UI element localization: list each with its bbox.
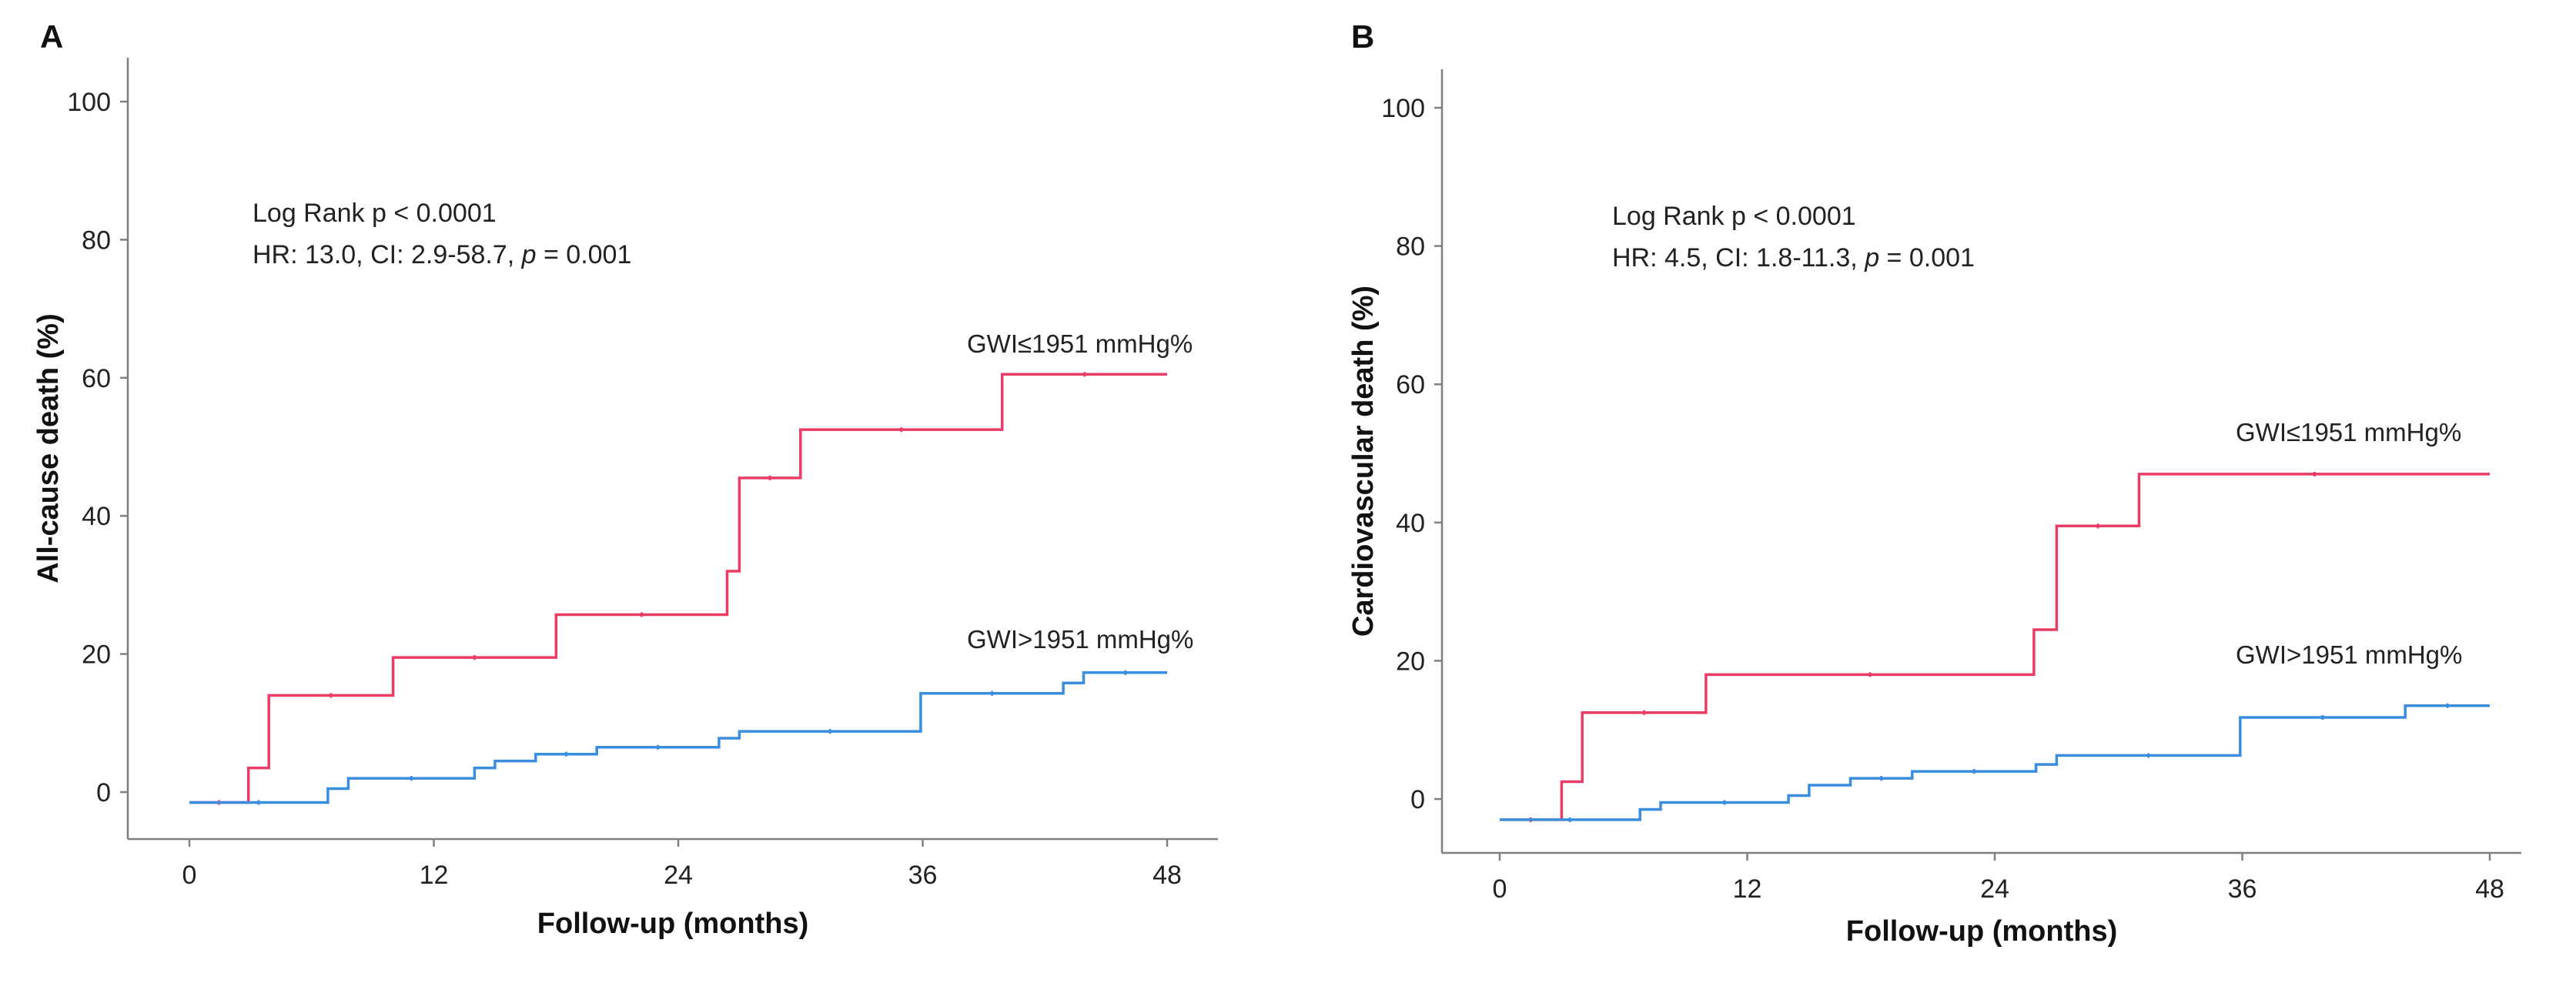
x-tick-label: 36: [908, 861, 938, 890]
log-rank-annotation: Log Rank p < 0.0001: [253, 199, 497, 228]
x-tick-label: 36: [2228, 874, 2257, 904]
y-tick-label: 60: [82, 364, 111, 393]
series-label-low-gwi: GWI≤1951 mmHg%: [2236, 418, 2461, 446]
y-tick-label: 40: [82, 502, 111, 531]
series-label-low-gwi: GWI≤1951 mmHg%: [967, 329, 1193, 358]
hr-ci-text: HR: 4.5, CI: 1.8-11.3,: [1612, 243, 1865, 272]
y-tick-label: 80: [82, 226, 111, 255]
y-tick-label: 0: [1410, 785, 1425, 814]
x-tick-label: 48: [1153, 861, 1182, 890]
y-tick-label: 0: [96, 778, 111, 807]
x-tick-label: 48: [2475, 874, 2504, 904]
y-axis-title: Cardiovascular death (%): [1347, 286, 1380, 637]
x-tick-label: 0: [1493, 874, 1507, 904]
survival-curve-high-gwi: [189, 671, 1167, 804]
hr-ci-text: HR: 13.0, CI: 2.9-58.7,: [253, 240, 522, 269]
p-value-text: = 0.001: [537, 240, 632, 269]
x-axis-title: Follow-up (months): [1846, 915, 2117, 948]
y-tick-label: 40: [1396, 509, 1425, 538]
p-value-text: = 0.001: [1879, 243, 1975, 272]
km-panel-a: A Log Rank p < 0.0001 HR: 13.0, CI: 2.9-…: [32, 18, 1218, 940]
x-tick-label: 24: [1980, 874, 2009, 904]
panel-label: A: [40, 18, 63, 55]
y-tick-label: 100: [67, 88, 111, 117]
series-label-high-gwi: GWI>1951 mmHg%: [967, 625, 1193, 654]
panel-label: B: [1351, 18, 1374, 55]
y-axis-title: All-cause death (%): [32, 313, 65, 583]
log-rank-annotation: Log Rank p < 0.0001: [1612, 202, 1856, 231]
y-tick-label: 80: [1396, 232, 1425, 262]
km-chart-b: B Log Rank p < 0.0001 HR: 4.5, CI: 1.8-1…: [1347, 18, 2521, 948]
km-chart-a: A Log Rank p < 0.0001 HR: 13.0, CI: 2.9-…: [32, 18, 1218, 940]
y-tick-label: 20: [82, 640, 111, 670]
y-tick-label: 60: [1396, 370, 1425, 400]
x-axis-title: Follow-up (months): [537, 908, 808, 940]
x-tick-label: 12: [420, 861, 449, 890]
x-tick-label: 24: [664, 861, 693, 890]
hazard-ratio-annotation: HR: 4.5, CI: 1.8-11.3, p = 0.001: [1612, 243, 1975, 272]
x-tick-label: 0: [182, 861, 197, 890]
x-tick-label: 12: [1733, 874, 1762, 904]
p-symbol: p: [521, 240, 537, 269]
p-symbol: p: [1864, 243, 1879, 272]
y-tick-label: 20: [1396, 647, 1425, 676]
series-label-high-gwi: GWI>1951 mmHg%: [2236, 640, 2462, 669]
survival-curve-low-gwi: [189, 373, 1167, 804]
y-tick-label: 100: [1381, 94, 1425, 123]
km-panel-b: B Log Rank p < 0.0001 HR: 4.5, CI: 1.8-1…: [1288, 0, 2576, 983]
survival-curve-high-gwi: [1500, 704, 2490, 821]
hazard-ratio-annotation: HR: 13.0, CI: 2.9-58.7, p = 0.001: [253, 240, 631, 269]
